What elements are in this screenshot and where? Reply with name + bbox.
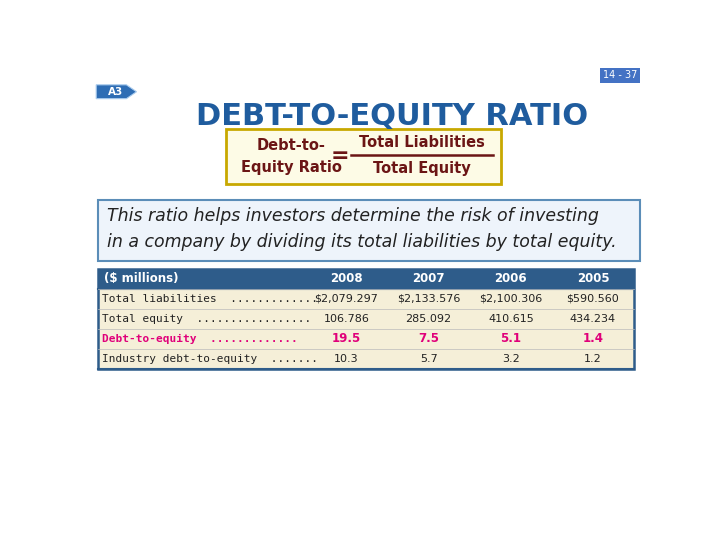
Text: Debt-to-: Debt-to- <box>257 138 326 153</box>
Text: DEBT-TO-EQUITY RATIO: DEBT-TO-EQUITY RATIO <box>196 102 588 131</box>
Text: 19.5: 19.5 <box>332 333 361 346</box>
Text: Total liabilities  .............: Total liabilities ............. <box>102 294 318 304</box>
Text: $590.560: $590.560 <box>567 294 619 304</box>
Text: Equity Ratio: Equity Ratio <box>241 160 342 175</box>
Text: Debt-to-equity  .............: Debt-to-equity ............. <box>102 334 298 344</box>
Text: 285.092: 285.092 <box>405 314 451 324</box>
Text: 410.615: 410.615 <box>488 314 534 324</box>
Text: 2007: 2007 <box>413 272 445 285</box>
Text: ($ millions): ($ millions) <box>104 272 179 285</box>
Text: 5.7: 5.7 <box>420 354 438 364</box>
Text: A3: A3 <box>108 87 123 97</box>
FancyBboxPatch shape <box>98 289 634 369</box>
FancyBboxPatch shape <box>98 200 640 261</box>
Text: $2,079.297: $2,079.297 <box>315 294 379 304</box>
Text: 5.1: 5.1 <box>500 333 521 346</box>
FancyBboxPatch shape <box>225 129 500 184</box>
Text: 7.5: 7.5 <box>418 333 439 346</box>
Text: Total equity  .................: Total equity ................. <box>102 314 312 324</box>
Text: 1.4: 1.4 <box>582 333 603 346</box>
Text: 2008: 2008 <box>330 272 363 285</box>
Text: 1.2: 1.2 <box>584 354 602 364</box>
Text: Total Liabilities: Total Liabilities <box>359 135 485 150</box>
Text: 434.234: 434.234 <box>570 314 616 324</box>
Text: $2,133.576: $2,133.576 <box>397 294 460 304</box>
Text: This ratio helps investors determine the risk of investing: This ratio helps investors determine the… <box>107 207 599 226</box>
Text: Total Equity: Total Equity <box>373 161 471 176</box>
Text: 3.2: 3.2 <box>502 354 520 364</box>
FancyBboxPatch shape <box>98 269 634 289</box>
Text: 14 - 37: 14 - 37 <box>603 70 637 80</box>
Text: $2,100.306: $2,100.306 <box>480 294 542 304</box>
Text: 106.786: 106.786 <box>323 314 369 324</box>
Text: 2006: 2006 <box>495 272 527 285</box>
FancyArrow shape <box>96 85 137 99</box>
Text: Industry debt-to-equity  .......: Industry debt-to-equity ....... <box>102 354 318 364</box>
Text: in a company by dividing its total liabilities by total equity.: in a company by dividing its total liabi… <box>107 233 616 251</box>
Text: =: = <box>331 146 350 166</box>
Text: 2005: 2005 <box>577 272 609 285</box>
Text: 10.3: 10.3 <box>334 354 359 364</box>
